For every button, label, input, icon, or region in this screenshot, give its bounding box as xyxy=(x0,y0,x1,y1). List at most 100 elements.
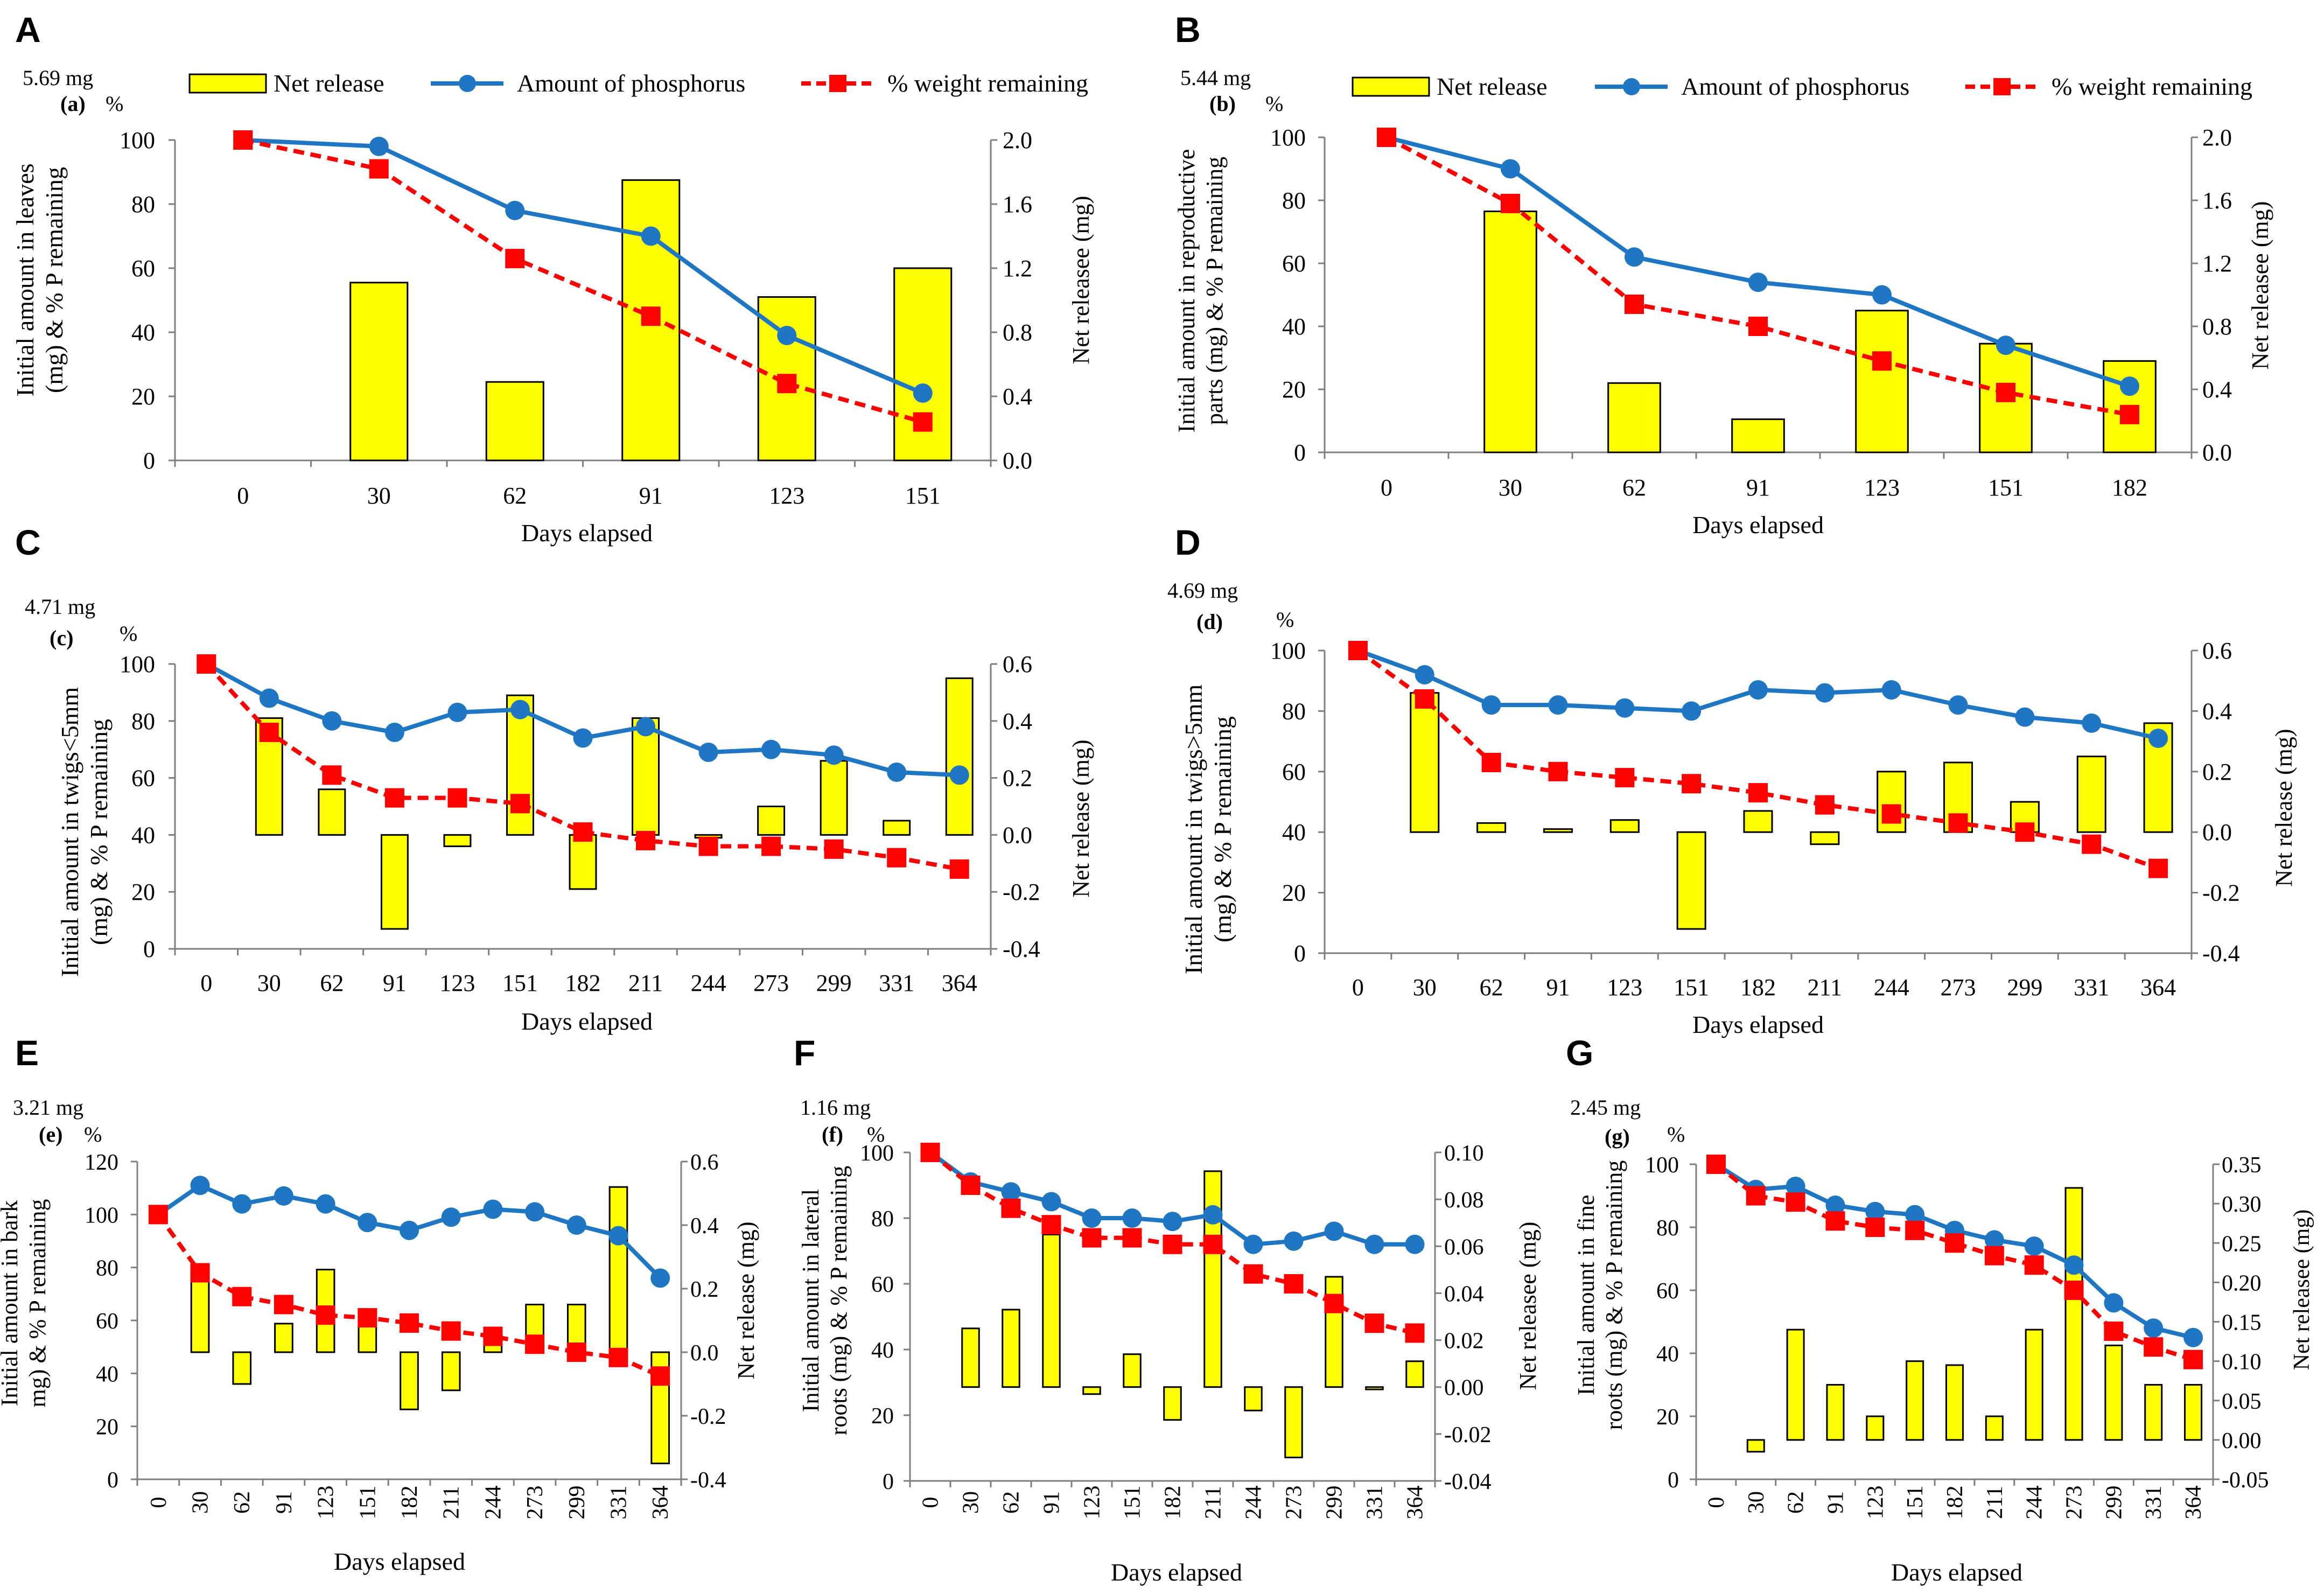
weight-point xyxy=(232,1287,252,1306)
x-tick-label: 30 xyxy=(1413,974,1437,1001)
x-tick-label: 62 xyxy=(999,1491,1024,1514)
phosphorus-point xyxy=(1865,1201,1885,1221)
phosphorus-point xyxy=(1405,1234,1425,1254)
x-tick-label: 91 xyxy=(1546,974,1570,1001)
phosphorus-point xyxy=(650,1268,670,1288)
weight-point xyxy=(447,788,467,808)
y2-axis-title-text: Net release (mg) xyxy=(2271,729,2297,886)
weight-point xyxy=(233,130,253,150)
phosphorus-point xyxy=(274,1186,293,1206)
legend-net-release-swatch xyxy=(1352,76,1430,97)
legend-phosphorus-marker xyxy=(459,75,476,92)
y2-axis-title: Net releasee (mg) xyxy=(1515,1222,1541,1390)
x-tick-label: 62 xyxy=(1784,1491,1809,1514)
initial-amount: 4.69 mg xyxy=(1167,578,1238,603)
y-axis-title-line-1: Initial amount in lateral xyxy=(797,1189,824,1412)
y-axis-title: Initial amount in twigs<5mm (mg) & % P r… xyxy=(56,687,113,977)
x-tick-label: 364 xyxy=(2140,974,2176,1001)
weight-point xyxy=(1284,1274,1304,1294)
phosphorus-point xyxy=(566,1215,586,1235)
x-tick-label: 182 xyxy=(1943,1486,1968,1520)
x-tick-label: 331 xyxy=(1363,1486,1388,1520)
x-tick-label: 299 xyxy=(2102,1486,2126,1520)
net-release-bar xyxy=(1746,1439,1765,1453)
x-tick-label: 30 xyxy=(959,1491,984,1514)
net-release-bar xyxy=(1002,1309,1020,1388)
x-tick-label: 30 xyxy=(1499,474,1522,501)
y-tick-label: 100 xyxy=(1270,638,1306,664)
net-release-bar xyxy=(1731,418,1785,453)
phosphorus-point xyxy=(1041,1192,1061,1212)
y2-tick-label: -0.2 xyxy=(690,1404,726,1429)
y2-axis-title-text: Net release (mg) xyxy=(1068,739,1094,897)
x-tick-label: 30 xyxy=(188,1491,213,1514)
phosphorus-point xyxy=(190,1176,210,1196)
x-tick-label: 123 xyxy=(1864,474,1900,501)
x-tick-label: 331 xyxy=(606,1486,631,1520)
phosphorus-point xyxy=(358,1213,377,1233)
x-axis-title: Days elapsed xyxy=(334,1548,465,1575)
panel-b: B 5.44 mg (b) % Net release Amount of ph… xyxy=(1173,10,2273,539)
y2-tick-label: 0.35 xyxy=(2222,1153,2262,1178)
y2-tick-label: -0.4 xyxy=(2202,940,2240,967)
phosphorus-point xyxy=(316,1194,335,1214)
weight-point xyxy=(322,765,342,785)
x-tick-label: 123 xyxy=(1080,1486,1105,1520)
weight-point xyxy=(1348,641,1368,660)
net-release-bar xyxy=(1866,1415,1885,1441)
net-release-bar xyxy=(1945,1364,1964,1441)
x-tick-label: 182 xyxy=(397,1486,422,1520)
weight-point xyxy=(1625,295,1644,314)
phosphorus-point xyxy=(259,688,279,708)
x-tick-label: 0 xyxy=(237,483,249,509)
y-tick-label: 60 xyxy=(131,255,155,282)
x-tick-label: 30 xyxy=(257,970,281,996)
x-axis-title: Days elapsed xyxy=(1692,511,1824,539)
net-release-bar xyxy=(1786,1329,1805,1441)
net-release-bar xyxy=(1676,831,1706,930)
panel-a: A 5.69 mg (a) % Net release Amount of ph… xyxy=(11,10,1094,547)
panel-sub-label: (c) xyxy=(50,626,73,650)
y-tick-label: 100 xyxy=(860,1141,894,1166)
x-tick-label: 91 xyxy=(639,483,663,509)
weight-point xyxy=(1122,1228,1142,1248)
y2-tick-label: 0.10 xyxy=(2222,1350,2262,1375)
x-tick-label: 151 xyxy=(1988,474,2024,501)
x-tick-label: 299 xyxy=(2007,974,2042,1001)
plot-c: 0 20 40 60 80 100 -0.4 -0.2 0.0 0.2 0.4 0.6 0 30 62 91 1… xyxy=(120,651,1040,996)
net-release-bar xyxy=(1123,1353,1142,1388)
y2-tick-label: 0.4 xyxy=(2202,376,2232,403)
x-axis-title: Days elapsed xyxy=(1692,1011,1824,1038)
weight-point xyxy=(1001,1198,1021,1218)
legend-phosphorus-label: Amount of phosphorus xyxy=(1681,73,1909,100)
y-axis-title-line-2: roots (mg) & % P remaining xyxy=(825,1166,852,1436)
initial-amount: 1.16 mg xyxy=(800,1095,871,1120)
weight-point xyxy=(1163,1234,1182,1254)
phosphorus-point xyxy=(761,739,781,759)
x-axis-title: Days elapsed xyxy=(1111,1558,1242,1586)
net-release-bar xyxy=(757,806,786,836)
x-tick-label: 364 xyxy=(1403,1486,1428,1520)
weight-point xyxy=(641,306,661,326)
y-axis-title: Initial amount in reproductive parts (mg… xyxy=(1173,149,1228,433)
weight-point xyxy=(573,822,593,842)
y-tick-label: 100 xyxy=(1270,124,1306,151)
net-release-bar xyxy=(945,677,974,836)
x-tick-label: 331 xyxy=(879,970,914,996)
weight-point xyxy=(920,1143,940,1162)
y-tick-label: 40 xyxy=(96,1362,118,1387)
x-tick-label: 211 xyxy=(1201,1486,1226,1519)
y2-tick-label: 0.6 xyxy=(1003,651,1032,677)
y-tick-label: 0 xyxy=(143,448,155,474)
weight-point xyxy=(1415,689,1434,709)
panel-f: F 1.16 mg (f) % Initial amount in latera… xyxy=(794,1033,1541,1586)
phosphorus-series-line xyxy=(243,138,924,395)
y2-tick-label: 0.6 xyxy=(2202,638,2232,664)
panel-sub-label: (b) xyxy=(1209,92,1236,116)
weight-point xyxy=(1748,317,1768,336)
y2-tick-label: 0.2 xyxy=(2202,759,2232,785)
y-tick-label: 80 xyxy=(871,1207,894,1232)
y-axis-title-line-2: (mg) & % P remaining xyxy=(1209,716,1236,942)
weight-point xyxy=(2148,858,2168,878)
